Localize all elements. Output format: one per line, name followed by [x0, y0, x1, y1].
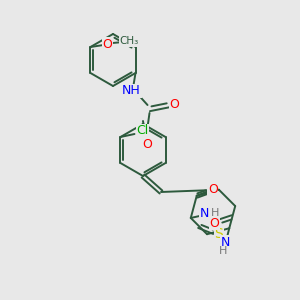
Text: N: N: [200, 208, 209, 220]
Text: O: O: [142, 139, 152, 152]
Text: O: O: [209, 217, 219, 230]
Text: O: O: [208, 183, 218, 196]
Text: NH: NH: [122, 85, 141, 98]
Text: H: H: [219, 246, 227, 256]
Text: N: N: [220, 236, 230, 249]
Text: O: O: [103, 38, 112, 50]
Text: CH₃: CH₃: [120, 36, 139, 46]
Text: H: H: [211, 208, 219, 218]
Text: S: S: [214, 227, 223, 241]
Text: O: O: [169, 98, 179, 110]
Text: Cl: Cl: [136, 124, 148, 137]
